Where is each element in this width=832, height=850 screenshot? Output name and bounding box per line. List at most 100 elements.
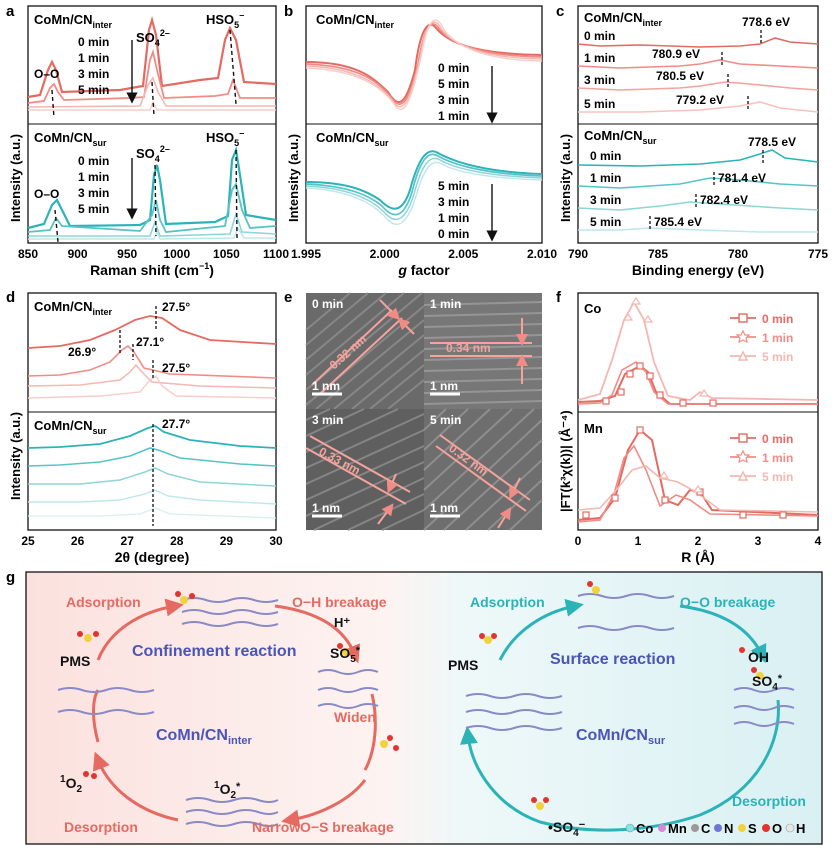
panel-a-bottom-curves	[27, 145, 277, 240]
panel-c-xticks: 790 785 780 775	[568, 247, 828, 261]
svg-text:SO42–: SO42–	[136, 28, 170, 48]
panel-a-bottom-time-1: 1 min	[78, 170, 109, 184]
panel-a-top-time-2: 3 min	[78, 67, 109, 81]
tem-scale-0: 1 nm	[312, 379, 340, 393]
panel-a-bottom-hso5: HSO	[206, 130, 234, 145]
panel-g-frame	[25, 571, 823, 845]
panel-b-xtick-1: 2.000	[370, 247, 400, 261]
molecule-glyphs	[77, 581, 764, 810]
panel-a-xtick-5: 1100	[263, 247, 289, 261]
panel-d-ann-b: 27.1°	[136, 335, 164, 349]
panel-f-xtick-2: 2	[695, 534, 702, 548]
panel-d-xtick-0: 25	[21, 534, 35, 548]
panel-d-xticks: 25 26 27 28 29 30	[21, 534, 283, 548]
panel-a-xtick-3: 1000	[163, 247, 190, 261]
panel-b-bottom-title: CoMn/CN	[316, 130, 375, 145]
panel-a-top-title: CoMn/CN	[34, 12, 93, 27]
legend-o: O	[772, 821, 782, 836]
legend-c: C	[701, 821, 711, 836]
panel-a-xticks: 850 900 950 1000 1050 1100	[18, 247, 289, 261]
panel-d-top-title: CoMn/CN	[34, 299, 93, 314]
tem-scale-2: 1 nm	[312, 501, 340, 515]
panel-a-top-oo-label: O–O	[34, 67, 59, 81]
panel-f-xtick-3: 3	[755, 534, 762, 548]
left-catalyst: CoMn/CN	[156, 727, 228, 744]
panel-c-bottom-labels: 0 min 778.5 eV 1 min 781.4 eV 3 min 782.…	[590, 135, 796, 229]
panel-a-ylabel: Intensity (a.u.)	[8, 134, 23, 222]
right-catalyst-layers	[465, 593, 795, 731]
left-so5: SO	[330, 645, 350, 661]
panel-a-bottom-time-2: 3 min	[78, 186, 109, 200]
panel-a-xtick-4: 1050	[213, 247, 240, 261]
right-oo-breakage: O−O breakage	[680, 594, 776, 610]
panel-c-top-curves	[577, 37, 819, 113]
panel-d-ann-top: 27.5°	[162, 300, 190, 314]
svg-text:Raman shift (cm−1): Raman shift (cm−1)	[90, 261, 214, 278]
svg-text:SO5*: SO5*	[330, 645, 361, 665]
panel-c-top-time-1: 1 min	[584, 51, 615, 65]
panel-b-top-time-3: 1 min	[438, 109, 469, 123]
panel-a-bottom-oo-label: O–O	[34, 187, 59, 201]
svg-text:CoMn/CNinter: CoMn/CNinter	[34, 12, 113, 30]
panel-c-bottom-time-3: 5 min	[590, 215, 621, 229]
left-hplus: H⁺	[334, 615, 350, 630]
svg-text:CoMn/CNsur: CoMn/CNsur	[34, 418, 107, 436]
panel-a-xtick-1: 900	[68, 247, 88, 261]
panel-c-xtick-0: 790	[568, 247, 588, 261]
panel-f-bottom-legend: 0 min 1 min 5 min	[730, 432, 793, 484]
tem-time-0: 0 min	[312, 297, 343, 311]
panel-c-top-ev-3: 779.2 eV	[676, 93, 724, 107]
legend-mn: Mn	[668, 821, 687, 836]
left-oh-breakage: O−H breakage	[292, 594, 387, 610]
panel-d-xlabel: 2θ (degree)	[115, 549, 189, 565]
panel-c-top-time-2: 3 min	[584, 73, 615, 87]
panel-c-top-labels: 0 min 778.6 eV 1 min 780.9 eV 3 min 780.…	[584, 15, 790, 111]
panel-d-ann-a: 26.9°	[68, 345, 96, 359]
left-o2-star: O	[220, 781, 231, 797]
panel-d-ann-bottom: 27.7°	[162, 417, 190, 431]
panel-c-top-ev-1: 780.9 eV	[652, 47, 700, 61]
tem-spacing-1: 0.34 nm	[446, 341, 491, 355]
panel-b-top-time-2: 3 min	[438, 93, 469, 107]
panel-a-xtick-2: 950	[117, 247, 137, 261]
left-center-title: Confinement reaction	[132, 643, 296, 660]
panel-d-top-curves	[27, 315, 277, 399]
panel-a-bottom-title: CoMn/CN	[34, 130, 93, 145]
panel-b-top-curves	[305, 19, 543, 111]
svg-text:CoMn/CNinter: CoMn/CNinter	[584, 10, 663, 28]
panel-b-bottom-time-1: 3 min	[438, 195, 469, 209]
panel-f-xtick-4: 4	[815, 534, 822, 548]
panel-c-bottom-ev-0: 778.5 eV	[748, 135, 796, 149]
panel-letter-f: f	[556, 289, 562, 306]
panel-c-top-time-0: 0 min	[584, 29, 615, 43]
right-center-title: Surface reaction	[550, 651, 675, 668]
panel-c-top-time-3: 5 min	[584, 97, 615, 111]
left-widen: Widen	[334, 709, 376, 725]
panel-b-xlabel-g: g	[397, 262, 407, 278]
panel-f-xticks: 0 1 2 3 4	[575, 534, 822, 548]
panel-d-xtick-2: 27	[121, 534, 135, 548]
panel-f-ylabel: |FT(k³χ(k))| (Å⁻⁴)	[558, 410, 573, 512]
left-narrow: Narrow	[252, 819, 300, 835]
left-pms: PMS	[60, 653, 90, 669]
tem-scale-1: 1 nm	[430, 379, 458, 393]
panel-a-top-curves	[27, 15, 277, 111]
tem-scale-bars	[312, 392, 460, 518]
left-o2: O	[66, 775, 77, 791]
panel-d-xtick-4: 29	[220, 534, 234, 548]
right-adsorption: Adsorption	[470, 594, 545, 610]
tem-tile-3	[423, 408, 543, 531]
panel-a-top-time-0: 0 min	[78, 35, 109, 49]
panel-a-top-hso5: HSO	[206, 12, 234, 27]
svg-text:CoMn/CNsur: CoMn/CNsur	[576, 727, 666, 747]
left-cycle-labels: Adsorption O−H breakage H⁺ PMS Confineme…	[60, 594, 394, 835]
right-so4: SO	[752, 673, 772, 689]
panel-letter-a: a	[6, 3, 15, 20]
panel-c-xtick-2: 780	[728, 247, 748, 261]
panel-a-bottom-time-0: 0 min	[78, 154, 109, 168]
legend-co: Co	[636, 821, 653, 836]
panel-c-bottom-curves	[577, 149, 819, 233]
panel-a-top-title-sub: inter	[93, 20, 113, 30]
panel-c-top-title: CoMn/CN	[584, 10, 643, 25]
